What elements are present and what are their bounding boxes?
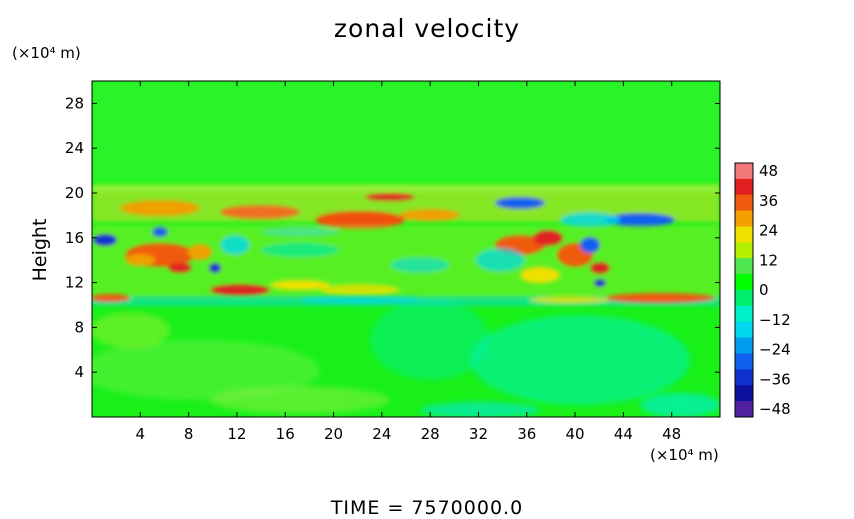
plot-frame xyxy=(91,80,721,418)
colorbar-segment xyxy=(735,194,753,212)
y-tick-label: 12 xyxy=(65,274,84,292)
y-tick-label: 20 xyxy=(65,184,84,202)
colorbar-segment xyxy=(735,242,753,259)
colorbar-segment xyxy=(735,337,753,354)
colorbar-segment xyxy=(735,369,753,386)
y-axis-unit: (×10⁴ m) xyxy=(12,44,81,62)
x-tick-label: 8 xyxy=(184,425,194,443)
colorbar-segment xyxy=(735,258,753,275)
colorbar-segment xyxy=(735,274,753,291)
x-axis-unit: (×10⁴ m) xyxy=(650,446,719,464)
lower-region-shading xyxy=(92,300,720,417)
jet-band-middle xyxy=(92,225,720,300)
colorbar-segment xyxy=(735,353,753,370)
y-tick-label: 28 xyxy=(65,94,84,112)
colorbar-tick-label: −48 xyxy=(759,400,791,418)
x-tick-label: 32 xyxy=(469,425,488,443)
x-tick-label: 4 xyxy=(136,425,146,443)
colorbar-frame xyxy=(734,162,754,418)
x-axis: 4 8 12 16 20 24 28 32 36 40 44 48 xyxy=(136,81,681,443)
x-tick-label: 16 xyxy=(276,425,295,443)
colorbar: 48 36 24 12 0 −12 −24 −36 −48 xyxy=(734,162,791,418)
x-tick-label: 20 xyxy=(324,425,343,443)
y-tick-label: 16 xyxy=(65,229,84,247)
x-tick-label: 48 xyxy=(662,425,681,443)
colorbar-segment xyxy=(735,290,753,307)
colorbar-tick-label: −24 xyxy=(759,341,791,359)
jet-band-upper xyxy=(92,184,720,237)
colorbar-segment xyxy=(735,178,753,196)
x-tick-label: 44 xyxy=(614,425,633,443)
colorbar-segment xyxy=(735,385,753,402)
y-tick-label: 24 xyxy=(65,139,84,157)
colorbar-segment xyxy=(735,163,753,180)
colorbar-segment xyxy=(735,226,753,243)
colorbar-tick-label: 0 xyxy=(759,281,769,299)
x-tick-label: 28 xyxy=(421,425,440,443)
x-tick-label: 12 xyxy=(227,425,246,443)
colorbar-tick-label: 24 xyxy=(759,222,778,240)
x-tick-label: 24 xyxy=(372,425,391,443)
time-footer: TIME = 7570000.0 xyxy=(330,497,524,519)
heatmap-field xyxy=(92,81,720,417)
x-tick-label: 40 xyxy=(566,425,585,443)
colorbar-tick-label: −36 xyxy=(759,370,791,388)
colorbar-segment xyxy=(735,321,753,339)
colorbar-segment xyxy=(735,401,753,418)
colorbar-segment xyxy=(735,305,753,323)
y-tick-label: 4 xyxy=(74,363,84,381)
colorbar-tick-label: −12 xyxy=(759,311,791,329)
colorbar-segment xyxy=(735,210,753,227)
colorbar-tick-label: 36 xyxy=(759,192,778,210)
y-axis: 4 8 12 16 20 24 28 xyxy=(65,94,720,381)
jet-band-lower xyxy=(92,293,720,306)
chart-title: zonal velocity xyxy=(333,14,521,43)
x-tick-label: 36 xyxy=(517,425,536,443)
colorbar-tick-label: 48 xyxy=(759,162,778,180)
colorbar-tick-label: 12 xyxy=(759,251,778,269)
y-tick-label: 8 xyxy=(74,318,84,336)
